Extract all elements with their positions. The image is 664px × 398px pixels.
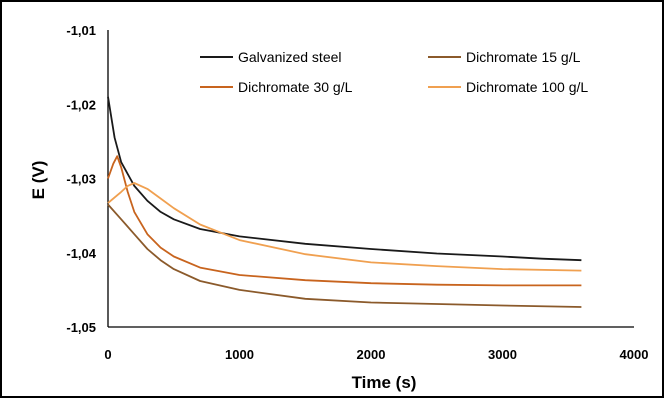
y-tick-label: -1,02 bbox=[66, 97, 96, 112]
series-line bbox=[107, 96, 582, 262]
y-tick-labels: -1,01 -1,02 -1,03 -1,04 -1,05 bbox=[66, 23, 96, 335]
series-lines bbox=[107, 96, 582, 308]
x-tick-label: 1000 bbox=[225, 347, 254, 362]
legend-label: Galvanized steel bbox=[238, 49, 342, 65]
x-tick-labels: 0 1000 2000 3000 4000 bbox=[104, 347, 648, 362]
x-tick-label: 3000 bbox=[488, 347, 517, 362]
legend: Galvanized steel Dichromate 15 g/L Dichr… bbox=[200, 49, 588, 95]
legend-label: Dichromate 100 g/L bbox=[466, 79, 588, 95]
y-tick-label: -1,04 bbox=[66, 246, 96, 261]
series-line bbox=[107, 182, 582, 272]
x-tick-label: 2000 bbox=[357, 347, 386, 362]
legend-item: Galvanized steel bbox=[200, 49, 342, 65]
legend-item: Dichromate 15 g/L bbox=[428, 49, 581, 65]
y-axis-title: E (V) bbox=[29, 161, 48, 200]
x-tick-label: 0 bbox=[104, 347, 111, 362]
x-tick-label: 4000 bbox=[620, 347, 649, 362]
x-axis-title: Time (s) bbox=[352, 373, 417, 392]
legend-item: Dichromate 100 g/L bbox=[428, 79, 588, 95]
y-tick-label: -1,03 bbox=[66, 172, 96, 187]
legend-item: Dichromate 30 g/L bbox=[200, 79, 353, 95]
legend-label: Dichromate 30 g/L bbox=[238, 79, 353, 95]
y-tick-label: -1,05 bbox=[66, 320, 96, 335]
series-line bbox=[107, 155, 582, 287]
y-tick-label: -1,01 bbox=[66, 23, 96, 38]
legend-label: Dichromate 15 g/L bbox=[466, 49, 581, 65]
series-line bbox=[107, 203, 582, 308]
